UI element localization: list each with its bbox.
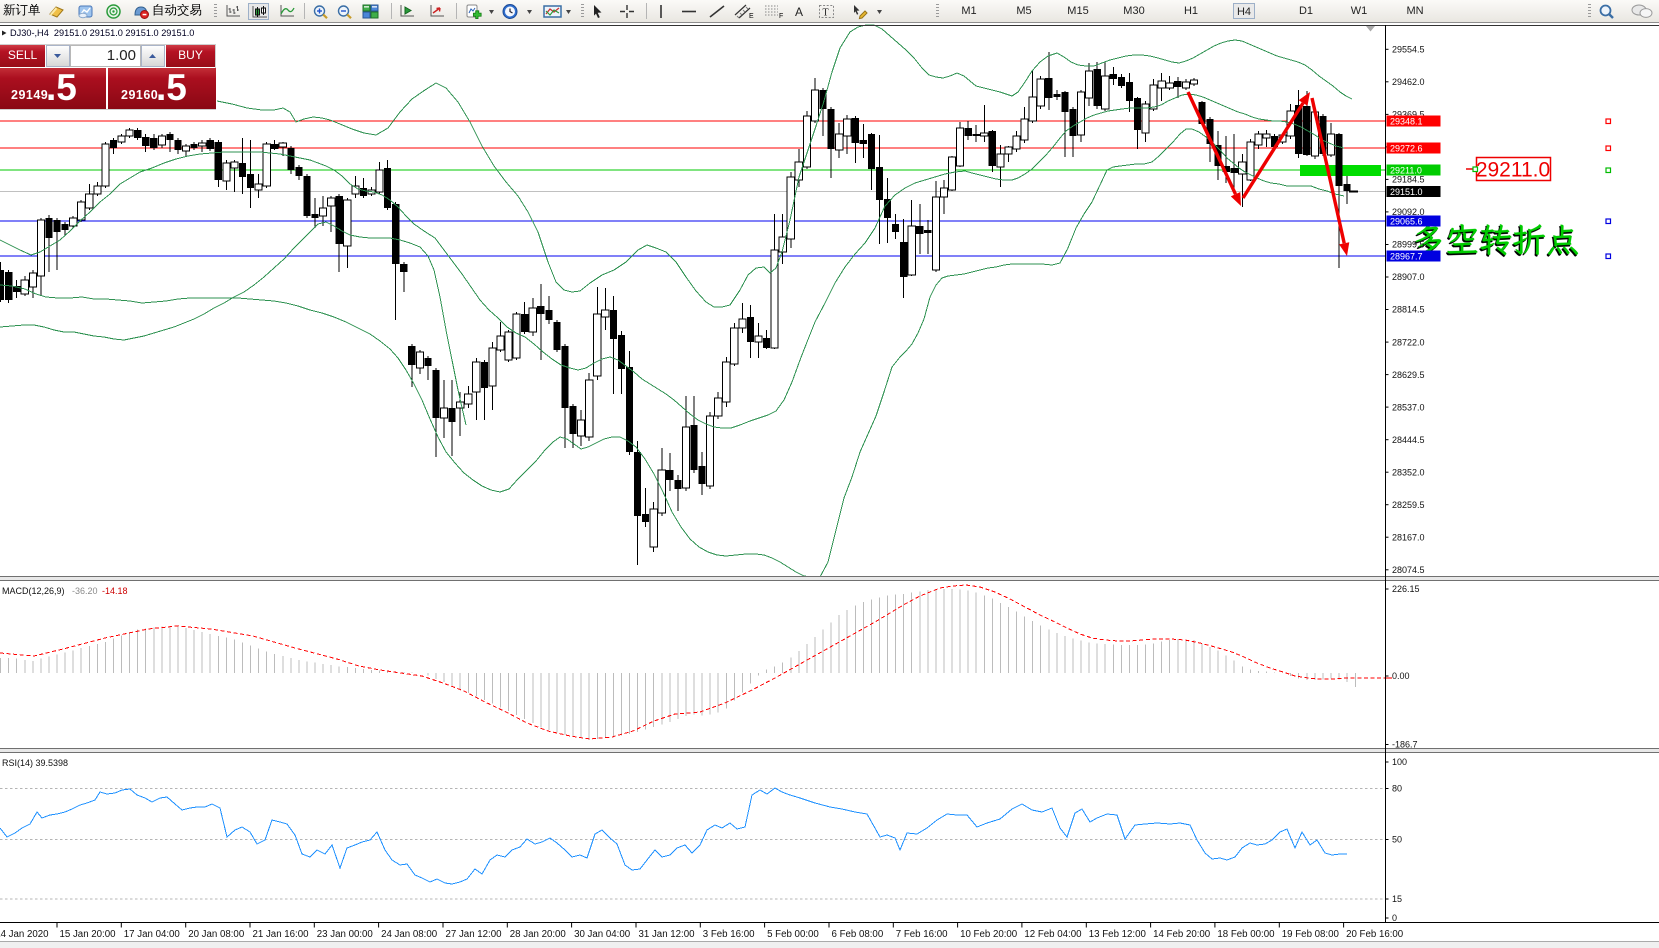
svg-text:23 Jan 00:00: 23 Jan 00:00 bbox=[317, 929, 374, 940]
svg-text:15 Jan 20:00: 15 Jan 20:00 bbox=[60, 929, 117, 940]
svg-text:28352.0: 28352.0 bbox=[1392, 467, 1425, 477]
svg-text:E: E bbox=[749, 13, 754, 20]
svg-text:28074.5: 28074.5 bbox=[1392, 565, 1425, 575]
svg-text:28722.0: 28722.0 bbox=[1392, 337, 1425, 347]
svg-text:0: 0 bbox=[1392, 913, 1397, 923]
svg-text:28629.5: 28629.5 bbox=[1392, 370, 1425, 380]
svg-text:28444.5: 28444.5 bbox=[1392, 435, 1425, 445]
svg-text:28259.5: 28259.5 bbox=[1392, 500, 1425, 510]
svg-text:A: A bbox=[795, 5, 803, 19]
svg-text:28907.0: 28907.0 bbox=[1392, 272, 1425, 282]
svg-text:29184.5: 29184.5 bbox=[1392, 175, 1425, 185]
svg-text:-14.18: -14.18 bbox=[102, 586, 128, 596]
svg-text:100: 100 bbox=[1392, 757, 1407, 767]
svg-text:29211.0: 29211.0 bbox=[1476, 159, 1550, 182]
svg-text:0.00: 0.00 bbox=[1392, 671, 1410, 681]
svg-text:29151.0: 29151.0 bbox=[1390, 187, 1423, 197]
svg-text:17 Jan 04:00: 17 Jan 04:00 bbox=[124, 929, 181, 940]
svg-text:13 Feb 12:00: 13 Feb 12:00 bbox=[1089, 929, 1147, 940]
svg-text:15: 15 bbox=[1392, 894, 1402, 904]
svg-text:28999.5: 28999.5 bbox=[1392, 240, 1425, 250]
svg-text:6 Feb 08:00: 6 Feb 08:00 bbox=[832, 929, 884, 940]
svg-text:7 Feb 16:00: 7 Feb 16:00 bbox=[896, 929, 948, 940]
svg-text:28814.5: 28814.5 bbox=[1392, 305, 1425, 315]
svg-text:3 Feb 16:00: 3 Feb 16:00 bbox=[703, 929, 755, 940]
svg-text:F: F bbox=[779, 13, 783, 20]
svg-text:20 Feb 16:00: 20 Feb 16:00 bbox=[1346, 929, 1404, 940]
svg-text:18 Feb 00:00: 18 Feb 00:00 bbox=[1217, 929, 1275, 940]
svg-text:29462.0: 29462.0 bbox=[1392, 77, 1425, 87]
svg-text:5 Feb 00:00: 5 Feb 00:00 bbox=[767, 929, 819, 940]
svg-text:19 Feb 08:00: 19 Feb 08:00 bbox=[1282, 929, 1340, 940]
svg-text:30 Jan 04:00: 30 Jan 04:00 bbox=[574, 929, 631, 940]
svg-text:12 Feb 04:00: 12 Feb 04:00 bbox=[1024, 929, 1082, 940]
svg-text:27 Jan 12:00: 27 Jan 12:00 bbox=[446, 929, 503, 940]
svg-text:28167.0: 28167.0 bbox=[1392, 533, 1425, 543]
svg-text:80: 80 bbox=[1392, 784, 1402, 794]
svg-text:-36.20: -36.20 bbox=[72, 586, 98, 596]
svg-text:226.15: 226.15 bbox=[1392, 584, 1420, 594]
svg-text:29272.6: 29272.6 bbox=[1390, 144, 1423, 154]
svg-text:50: 50 bbox=[1392, 835, 1402, 845]
svg-text:28 Jan 20:00: 28 Jan 20:00 bbox=[510, 929, 567, 940]
svg-text:29065.6: 29065.6 bbox=[1390, 217, 1423, 227]
svg-text:DJ30-,H4 29151.0 29151.0 2915: DJ30-,H4 29151.0 29151.0 29151.0 29151.0 bbox=[10, 28, 194, 38]
svg-text:29211.0: 29211.0 bbox=[1390, 166, 1422, 176]
svg-text:20 Jan 08:00: 20 Jan 08:00 bbox=[188, 929, 245, 940]
svg-text:T: T bbox=[823, 8, 829, 19]
svg-text:29369.5: 29369.5 bbox=[1392, 110, 1425, 120]
svg-text:28967.7: 28967.7 bbox=[1390, 252, 1423, 262]
svg-text:RSI(14) 39.5398: RSI(14) 39.5398 bbox=[2, 758, 68, 768]
svg-text:31 Jan 12:00: 31 Jan 12:00 bbox=[639, 929, 696, 940]
svg-text:14 Feb 20:00: 14 Feb 20:00 bbox=[1153, 929, 1211, 940]
svg-text:28537.0: 28537.0 bbox=[1392, 402, 1425, 412]
svg-text:29348.1: 29348.1 bbox=[1390, 117, 1423, 127]
svg-text:24 Jan 08:00: 24 Jan 08:00 bbox=[381, 929, 438, 940]
svg-text:21 Jan 16:00: 21 Jan 16:00 bbox=[253, 929, 310, 940]
svg-text:29092.0: 29092.0 bbox=[1392, 207, 1425, 217]
svg-text:29554.5: 29554.5 bbox=[1392, 45, 1425, 55]
svg-text:14 Jan 2020: 14 Jan 2020 bbox=[0, 929, 49, 940]
svg-text:10 Feb 20:00: 10 Feb 20:00 bbox=[960, 929, 1018, 940]
svg-text:-186.7: -186.7 bbox=[1392, 740, 1418, 750]
svg-text:MACD(12,26,9): MACD(12,26,9) bbox=[2, 586, 65, 596]
